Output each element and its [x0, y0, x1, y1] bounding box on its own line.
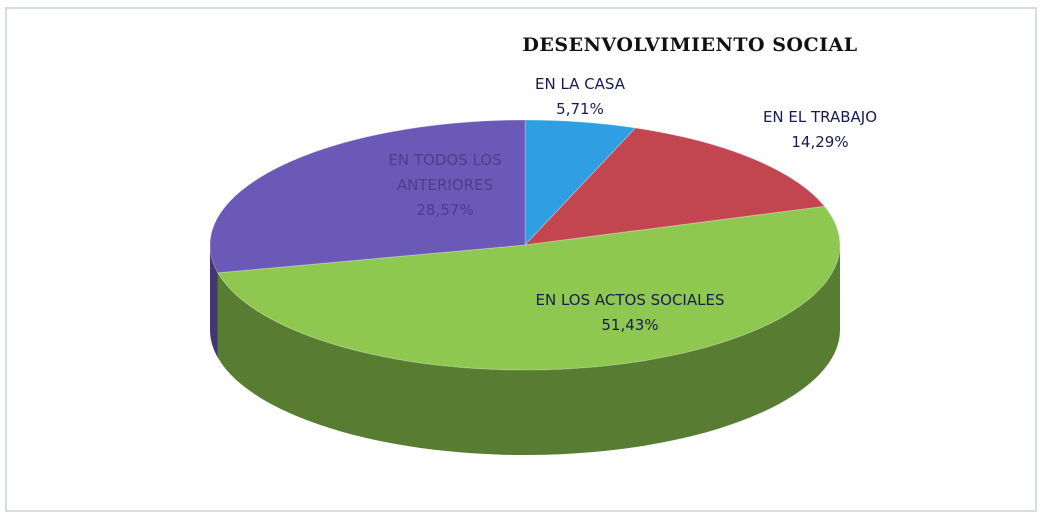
slice-value-label: 28,57% — [416, 201, 474, 219]
slice-value-label: 5,71% — [556, 100, 604, 118]
slice-value-label: 14,29% — [791, 133, 849, 151]
pie-slice — [524, 119, 637, 247]
chart-title: DESENVOLVIMIENTO SOCIAL — [522, 34, 858, 56]
slice-value-label: 51,43% — [601, 316, 659, 334]
slice-label: EN LOS ACTOS SOCIALES — [535, 291, 725, 309]
pie-slice — [217, 205, 841, 371]
slice-label: EN EL TRABAJO — [762, 108, 878, 126]
slice-label: EN LA CASA — [535, 75, 625, 93]
pie-slice-side — [210, 245, 218, 358]
slice-label: EN TODOS LOS ANTERIORES — [388, 151, 502, 194]
pie-slice — [523, 127, 826, 246]
pie-slice-side — [217, 245, 840, 456]
pie-slice — [209, 119, 526, 274]
